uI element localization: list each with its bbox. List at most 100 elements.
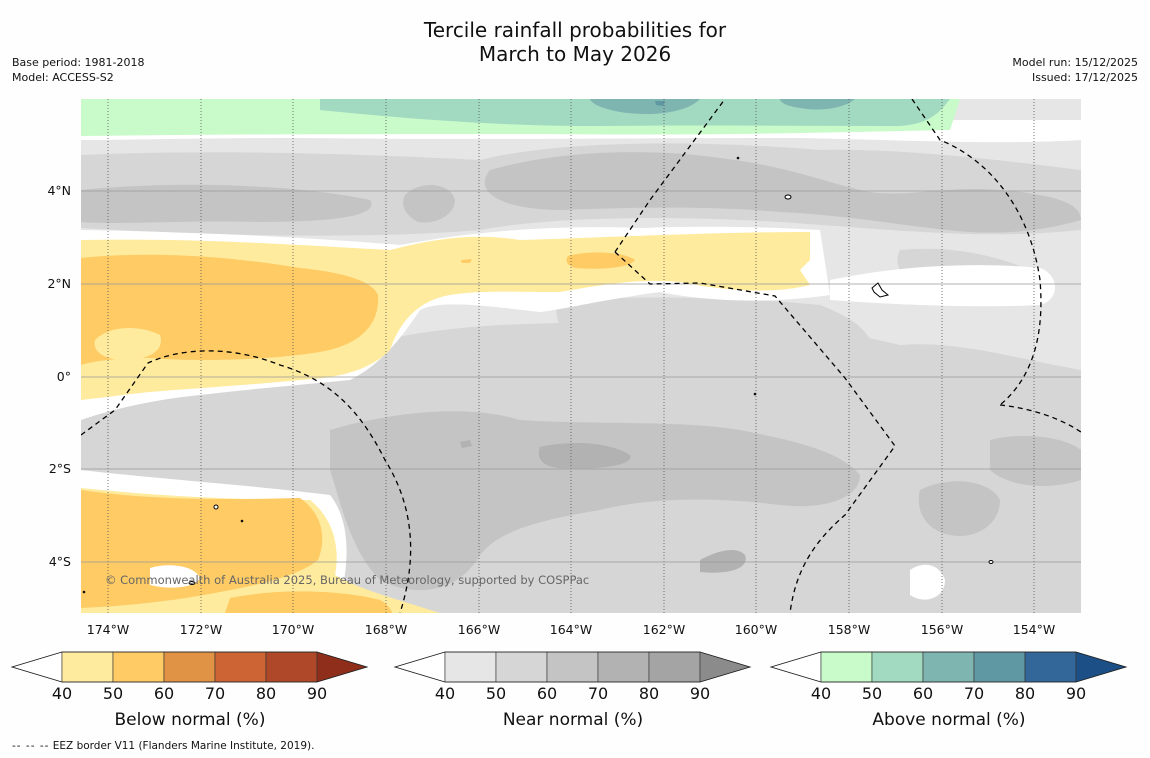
legend-near-normal: 40 50 60 70 80 90 Near normal (%) [393, 651, 752, 730]
legend-swatch [61, 651, 114, 683]
lon-label: 160°W [735, 622, 777, 637]
legend-tick: 40 [811, 684, 831, 703]
lat-label: 0° [57, 369, 71, 384]
legend-tick: 70 [964, 684, 984, 703]
lon-label: 156°W [921, 622, 963, 637]
model-run: Model run: 15/12/2025 [1012, 56, 1138, 69]
title-line-1: Tercile rainfall probabilities for [423, 18, 727, 42]
legend-swatch [214, 651, 267, 683]
legend-swatch [163, 651, 216, 683]
region-near-60 [918, 481, 1000, 536]
footnote-text: EEZ border V11 (Flanders Marine Institut… [52, 740, 315, 752]
region-above-60 [780, 99, 855, 110]
region-near-60 [330, 411, 860, 591]
legend-tick: 90 [307, 684, 327, 703]
legend-title: Below normal (%) [115, 710, 266, 730]
eez-borders [81, 99, 1081, 613]
legend-swatch [597, 651, 650, 683]
legend-swatch [265, 651, 318, 683]
region-near-60 [403, 184, 455, 223]
legend-tick: 50 [103, 684, 123, 703]
legend-swatch [10, 651, 63, 683]
legend-swatch [699, 651, 752, 683]
legend-swatch [1024, 651, 1077, 683]
legend-swatch [820, 651, 873, 683]
legend-swatch [444, 651, 497, 683]
region-below-50 [566, 252, 635, 269]
legend-swatch [316, 651, 369, 683]
region-below-40 [94, 328, 161, 360]
legend-above-normal: 40 50 60 70 80 90 Above normal (%) [769, 651, 1128, 730]
lon-label: 154°W [1013, 622, 1055, 637]
legend-tick: 40 [52, 684, 72, 703]
longitude-labels: 174°W 172°W 170°W 168°W 166°W 164°W 162°… [87, 622, 1055, 637]
title-line-2: March to May 2026 [478, 42, 672, 66]
lon-label: 168°W [365, 622, 407, 637]
region-below-50 [81, 490, 323, 608]
legend-tick: 60 [154, 684, 174, 703]
lon-label: 158°W [828, 622, 870, 637]
region-white [910, 564, 945, 600]
legend-swatch [769, 651, 822, 683]
region-near-70 [538, 443, 631, 469]
legend-tick: 50 [486, 684, 506, 703]
latitude-lines [81, 190, 1081, 563]
region-above-60 [590, 99, 700, 115]
legend-tick: 80 [256, 684, 276, 703]
legend-tick: 60 [537, 684, 557, 703]
metadata-right: Model run: 15/12/2025 Issued: 17/12/2025 [1012, 55, 1138, 85]
legend-swatch [871, 651, 924, 683]
legend-tick: 90 [690, 684, 710, 703]
eez-line-symbol: -- -- -- [12, 740, 50, 752]
islands [82, 156, 994, 594]
issued-date: Issued: 17/12/2025 [1031, 71, 1138, 84]
region-above-70 [655, 101, 665, 106]
lon-label: 172°W [180, 622, 222, 637]
footnote: -- -- -- EEZ border V11 (Flanders Marine… [12, 740, 314, 752]
region-white [150, 565, 200, 588]
legend-swatch [112, 651, 165, 683]
legend-tick: 50 [862, 684, 882, 703]
legend-tick: 60 [913, 684, 933, 703]
region-near-50 [556, 297, 873, 365]
lat-label: 2°S [49, 461, 71, 476]
region-below-50 [461, 259, 472, 263]
latitude-labels: 4°N 2°N 0° 2°S 4°S [47, 183, 71, 569]
legend-tick: 70 [205, 684, 225, 703]
lat-label: 4°N [47, 183, 71, 198]
legend-tick: 80 [1015, 684, 1035, 703]
legend-outline [393, 651, 752, 683]
legend-tick: 40 [435, 684, 455, 703]
metadata-left: Base period: 1981-2018 Model: ACCESS-S2 [12, 55, 144, 85]
legend-tick: 90 [1066, 684, 1086, 703]
map-panel[interactable]: © Commonwealth of Australia 2025, Bureau… [81, 99, 1081, 613]
legend-swatch [1075, 651, 1128, 683]
legend-swatch [922, 651, 975, 683]
region-near-60 [990, 435, 1081, 486]
legend-tick: 80 [639, 684, 659, 703]
copyright-notice: © Commonwealth of Australia 2025, Bureau… [105, 573, 589, 587]
lat-label: 2°N [47, 276, 71, 291]
lon-label: 166°W [458, 622, 500, 637]
legend-swatch [495, 651, 548, 683]
region-near-60 [484, 152, 1081, 233]
legend-title: Above normal (%) [872, 710, 1025, 730]
region-near-60 [81, 184, 372, 223]
region-below-50 [225, 591, 392, 613]
legend-title: Near normal (%) [503, 710, 643, 730]
legend-swatch [393, 651, 446, 683]
lon-label: 164°W [550, 622, 592, 637]
base-period: Base period: 1981-2018 [12, 56, 145, 69]
lat-label: 4°S [49, 554, 71, 569]
lon-label: 170°W [272, 622, 314, 637]
legend-swatch [973, 651, 1026, 683]
region-near-70 [700, 550, 746, 573]
region-near-70 [460, 440, 472, 448]
model-name: Model: ACCESS-S2 [12, 71, 114, 84]
legend-swatch [648, 651, 701, 683]
lon-label: 162°W [643, 622, 685, 637]
map-title: Tercile rainfall probabilities for March… [0, 18, 1150, 66]
legend-tick: 70 [588, 684, 608, 703]
lon-label: 174°W [87, 622, 129, 637]
